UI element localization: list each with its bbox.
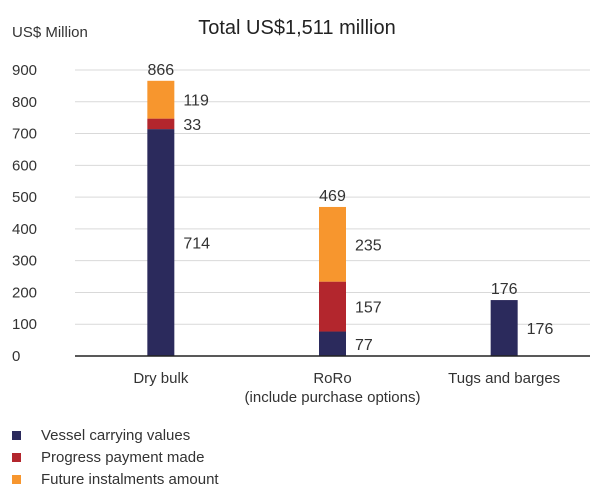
y-tick-label: 700 xyxy=(12,126,37,143)
chart-title: Total US$1,511 million xyxy=(198,17,396,39)
y-tick-label: 600 xyxy=(12,157,37,174)
x-category-label: Tugs and barges xyxy=(448,370,560,387)
y-tick-label: 100 xyxy=(12,316,37,333)
y-tick-label: 0 xyxy=(12,348,20,365)
bar-segment xyxy=(490,300,518,356)
y-tick-label: 200 xyxy=(12,284,37,301)
legend-item: Future instalments amount xyxy=(12,468,219,490)
segment-value-label: 714 xyxy=(183,236,210,253)
y-axis-unit-label: US$ Million xyxy=(12,24,88,41)
x-category-label: (include purchase options) xyxy=(245,389,421,406)
legend-item: Vessel carrying values xyxy=(12,424,219,446)
segment-value-label: 33 xyxy=(183,117,201,134)
y-tick-label: 900 xyxy=(12,62,37,79)
bar-segment xyxy=(319,331,346,356)
bar-total-label: 866 xyxy=(147,62,174,79)
y-tick-label: 500 xyxy=(12,189,37,206)
legend-label: Progress payment made xyxy=(41,448,205,466)
legend-label: Future instalments amount xyxy=(41,470,219,488)
chart-canvas: 0 100 200 300 400 500 600 700 800 900 714 33 119 866… xyxy=(12,17,590,406)
x-category-label: RoRo xyxy=(313,370,351,387)
legend-item: Progress payment made xyxy=(12,446,219,468)
bar-segment xyxy=(319,281,346,332)
y-axis: 0 100 200 300 400 500 600 700 800 900 xyxy=(12,62,37,365)
legend-label: Vessel carrying values xyxy=(41,426,191,444)
y-tick-label: 400 xyxy=(12,221,37,238)
y-tick-label: 800 xyxy=(12,94,37,111)
x-axis: Dry bulk RoRo (include purchase options) Tu… xyxy=(75,355,590,406)
legend-swatch xyxy=(12,452,21,462)
x-category-label: Dry bulk xyxy=(133,370,189,387)
segment-value-label: 235 xyxy=(355,237,382,254)
segment-value-label: 119 xyxy=(183,93,209,110)
legend: Vessel carrying values Progress payment m… xyxy=(12,424,219,490)
legend-swatch xyxy=(12,474,21,484)
data-labels: 714 33 119 866 77 157 235 469 176 176 xyxy=(147,62,553,354)
segment-value-label: 176 xyxy=(527,321,554,338)
bar-total-label: 176 xyxy=(491,281,518,298)
bars xyxy=(147,80,518,356)
bar-segment xyxy=(319,206,346,282)
bar-segment xyxy=(147,129,175,356)
bar-segment xyxy=(147,118,175,130)
segment-value-label: 77 xyxy=(355,337,373,354)
legend-swatch xyxy=(12,430,21,440)
y-tick-label: 300 xyxy=(12,253,37,270)
bar-total-label: 469 xyxy=(319,188,346,205)
bar-segment xyxy=(147,80,175,119)
segment-value-label: 157 xyxy=(355,300,382,317)
